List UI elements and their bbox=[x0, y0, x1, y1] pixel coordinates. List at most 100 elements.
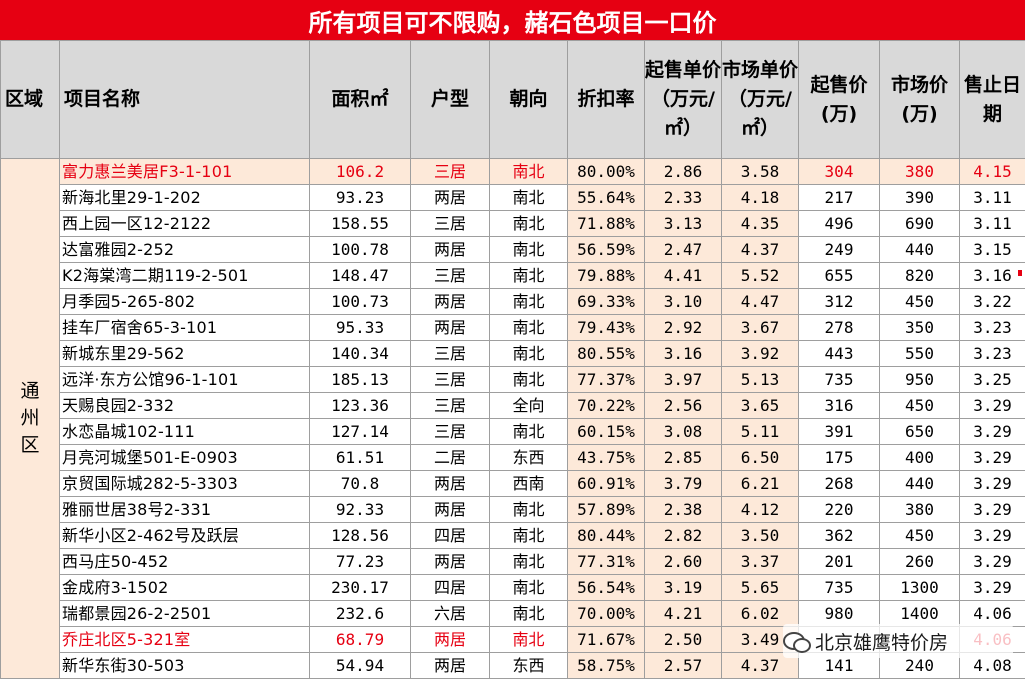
table-row: 挂车厂宿舍65-3-101 95.33 两居 南北 79.43% 2.92 3.67 278 3… bbox=[1, 314, 1025, 341]
cell-name: 富力惠兰美居F3-1-101 bbox=[59, 158, 310, 185]
table-row: 雅丽世居38号2-331 92.33 两居 南北 57.89% 2.38 4.12 220 38… bbox=[1, 496, 1025, 523]
table-row: 西上园一区12-2122 158.55 三居 南北 71.88% 3.13 4.35 496 6… bbox=[1, 210, 1025, 237]
cell-direction: 南北 bbox=[489, 548, 568, 575]
cell-discount: 80.00% bbox=[567, 158, 645, 185]
cell-date: 3.29 bbox=[959, 392, 1025, 419]
cell-market-price: 690 bbox=[879, 210, 960, 237]
cell-direction: 南北 bbox=[489, 366, 568, 393]
cell-type: 三居 bbox=[410, 392, 490, 419]
cell-direction: 南北 bbox=[489, 574, 568, 601]
cell-start-price: 249 bbox=[798, 236, 880, 263]
cell-type: 三居 bbox=[410, 210, 490, 237]
cell-discount: 56.59% bbox=[567, 236, 645, 263]
cell-type: 三居 bbox=[410, 340, 490, 367]
cell-discount: 77.37% bbox=[567, 366, 645, 393]
cell-discount: 80.55% bbox=[567, 340, 645, 367]
cell-start-unit: 2.38 bbox=[644, 496, 722, 523]
cell-direction: 南北 bbox=[489, 262, 568, 289]
cell-type: 两居 bbox=[410, 314, 490, 341]
cell-type: 两居 bbox=[410, 470, 490, 497]
cell-date: 3.25 bbox=[959, 366, 1025, 393]
cell-name: 水恋晶城102-111 bbox=[59, 418, 310, 445]
cell-date: 3.29 bbox=[959, 548, 1025, 575]
cell-market-unit: 3.58 bbox=[721, 158, 799, 185]
cell-start-unit: 3.08 bbox=[644, 418, 722, 445]
header-row: 区域 项目名称 面积㎡ 户型 朝向 折扣率 起售单价（万元/㎡） 市场单价（万元… bbox=[0, 40, 1025, 159]
cell-start-unit: 2.57 bbox=[644, 652, 722, 679]
cell-market-unit: 3.67 bbox=[721, 314, 799, 341]
cell-market-price: 390 bbox=[879, 184, 960, 211]
cell-type: 四居 bbox=[410, 522, 490, 549]
header-market-unit: 市场单价（万元/㎡） bbox=[721, 40, 799, 159]
cell-start-unit: 3.13 bbox=[644, 210, 722, 237]
cell-area: 70.8 bbox=[309, 470, 411, 497]
cell-area: 127.14 bbox=[309, 418, 411, 445]
cell-direction: 东西 bbox=[489, 652, 568, 679]
cell-market-price: 950 bbox=[879, 366, 960, 393]
cell-discount: 71.88% bbox=[567, 210, 645, 237]
cell-market-price: 1400 bbox=[879, 600, 960, 627]
cell-date: 3.29 bbox=[959, 470, 1025, 497]
cell-discount: 60.15% bbox=[567, 418, 645, 445]
cell-start-unit: 2.85 bbox=[644, 444, 722, 471]
cell-start-unit: 2.60 bbox=[644, 548, 722, 575]
cell-market-unit: 3.92 bbox=[721, 340, 799, 367]
cell-type: 三居 bbox=[410, 366, 490, 393]
table-row: 月亮河城堡501-E-0903 61.51 二居 东西 43.75% 2.85 6.50 17… bbox=[1, 444, 1025, 471]
cell-start-unit: 3.97 bbox=[644, 366, 722, 393]
cell-start-unit: 3.19 bbox=[644, 574, 722, 601]
header-area: 面积㎡ bbox=[309, 40, 411, 159]
cell-area: 100.73 bbox=[309, 288, 411, 315]
cell-market-unit: 4.12 bbox=[721, 496, 799, 523]
cell-market-price: 380 bbox=[879, 158, 960, 185]
cell-start-unit: 2.50 bbox=[644, 626, 722, 653]
cell-date: 3.11 bbox=[959, 210, 1025, 237]
cell-market-unit: 3.50 bbox=[721, 522, 799, 549]
cell-market-price: 450 bbox=[879, 288, 960, 315]
cell-market-unit: 4.47 bbox=[721, 288, 799, 315]
cell-market-price: 440 bbox=[879, 236, 960, 263]
cell-name: 天赐良园2-332 bbox=[59, 392, 310, 419]
cell-discount: 79.88% bbox=[567, 262, 645, 289]
cell-date: 3.22 bbox=[959, 288, 1025, 315]
header-region: 区域 bbox=[0, 40, 60, 159]
cell-discount: 77.31% bbox=[567, 548, 645, 575]
cell-discount: 60.91% bbox=[567, 470, 645, 497]
cell-area: 77.23 bbox=[309, 548, 411, 575]
cell-direction: 南北 bbox=[489, 314, 568, 341]
cell-market-unit: 4.37 bbox=[721, 652, 799, 679]
wechat-icon bbox=[783, 630, 811, 653]
cell-type: 两居 bbox=[410, 184, 490, 211]
watermark-text: 北京雄鹰特价房 bbox=[815, 631, 949, 654]
cell-discount: 43.75% bbox=[567, 444, 645, 471]
cell-area: 158.55 bbox=[309, 210, 411, 237]
cell-market-unit: 3.37 bbox=[721, 548, 799, 575]
cell-market-price: 260 bbox=[879, 548, 960, 575]
header-start-unit: 起售单价（万元/㎡） bbox=[644, 40, 722, 159]
cell-type: 两居 bbox=[410, 652, 490, 679]
cell-start-price: 316 bbox=[798, 392, 880, 419]
cell-area: 140.34 bbox=[309, 340, 411, 367]
cell-market-unit: 4.37 bbox=[721, 236, 799, 263]
header-start-price: 起售价(万) bbox=[798, 40, 880, 159]
cell-market-unit: 5.11 bbox=[721, 418, 799, 445]
header-type: 户型 bbox=[410, 40, 490, 159]
cell-start-price: 220 bbox=[798, 496, 880, 523]
cell-type: 四居 bbox=[410, 574, 490, 601]
cell-name: 京贸国际城282-5-3303 bbox=[59, 470, 310, 497]
cell-date: 3.16 bbox=[959, 262, 1025, 289]
cell-date: 3.29 bbox=[959, 522, 1025, 549]
cell-start-unit: 3.16 bbox=[644, 340, 722, 367]
cell-name: 西马庄50-452 bbox=[59, 548, 310, 575]
cell-name: K2海棠湾二期119-2-501 bbox=[59, 262, 310, 289]
cell-start-price: 391 bbox=[798, 418, 880, 445]
cell-date: 3.23 bbox=[959, 314, 1025, 341]
table-row: 水恋晶城102-111 127.14 三居 南北 60.15% 3.08 5.11 391 65… bbox=[1, 418, 1025, 445]
table-row: 天赐良园2-332 123.36 三居 全向 70.22% 2.56 3.65 316 450 3… bbox=[1, 392, 1025, 419]
header-date: 售止日期 bbox=[959, 40, 1025, 159]
cell-start-price: 312 bbox=[798, 288, 880, 315]
cell-area: 123.36 bbox=[309, 392, 411, 419]
cell-name: 月季园5-265-802 bbox=[59, 288, 310, 315]
cell-name: 新海北里29-1-202 bbox=[59, 184, 310, 211]
cell-discount: 70.22% bbox=[567, 392, 645, 419]
